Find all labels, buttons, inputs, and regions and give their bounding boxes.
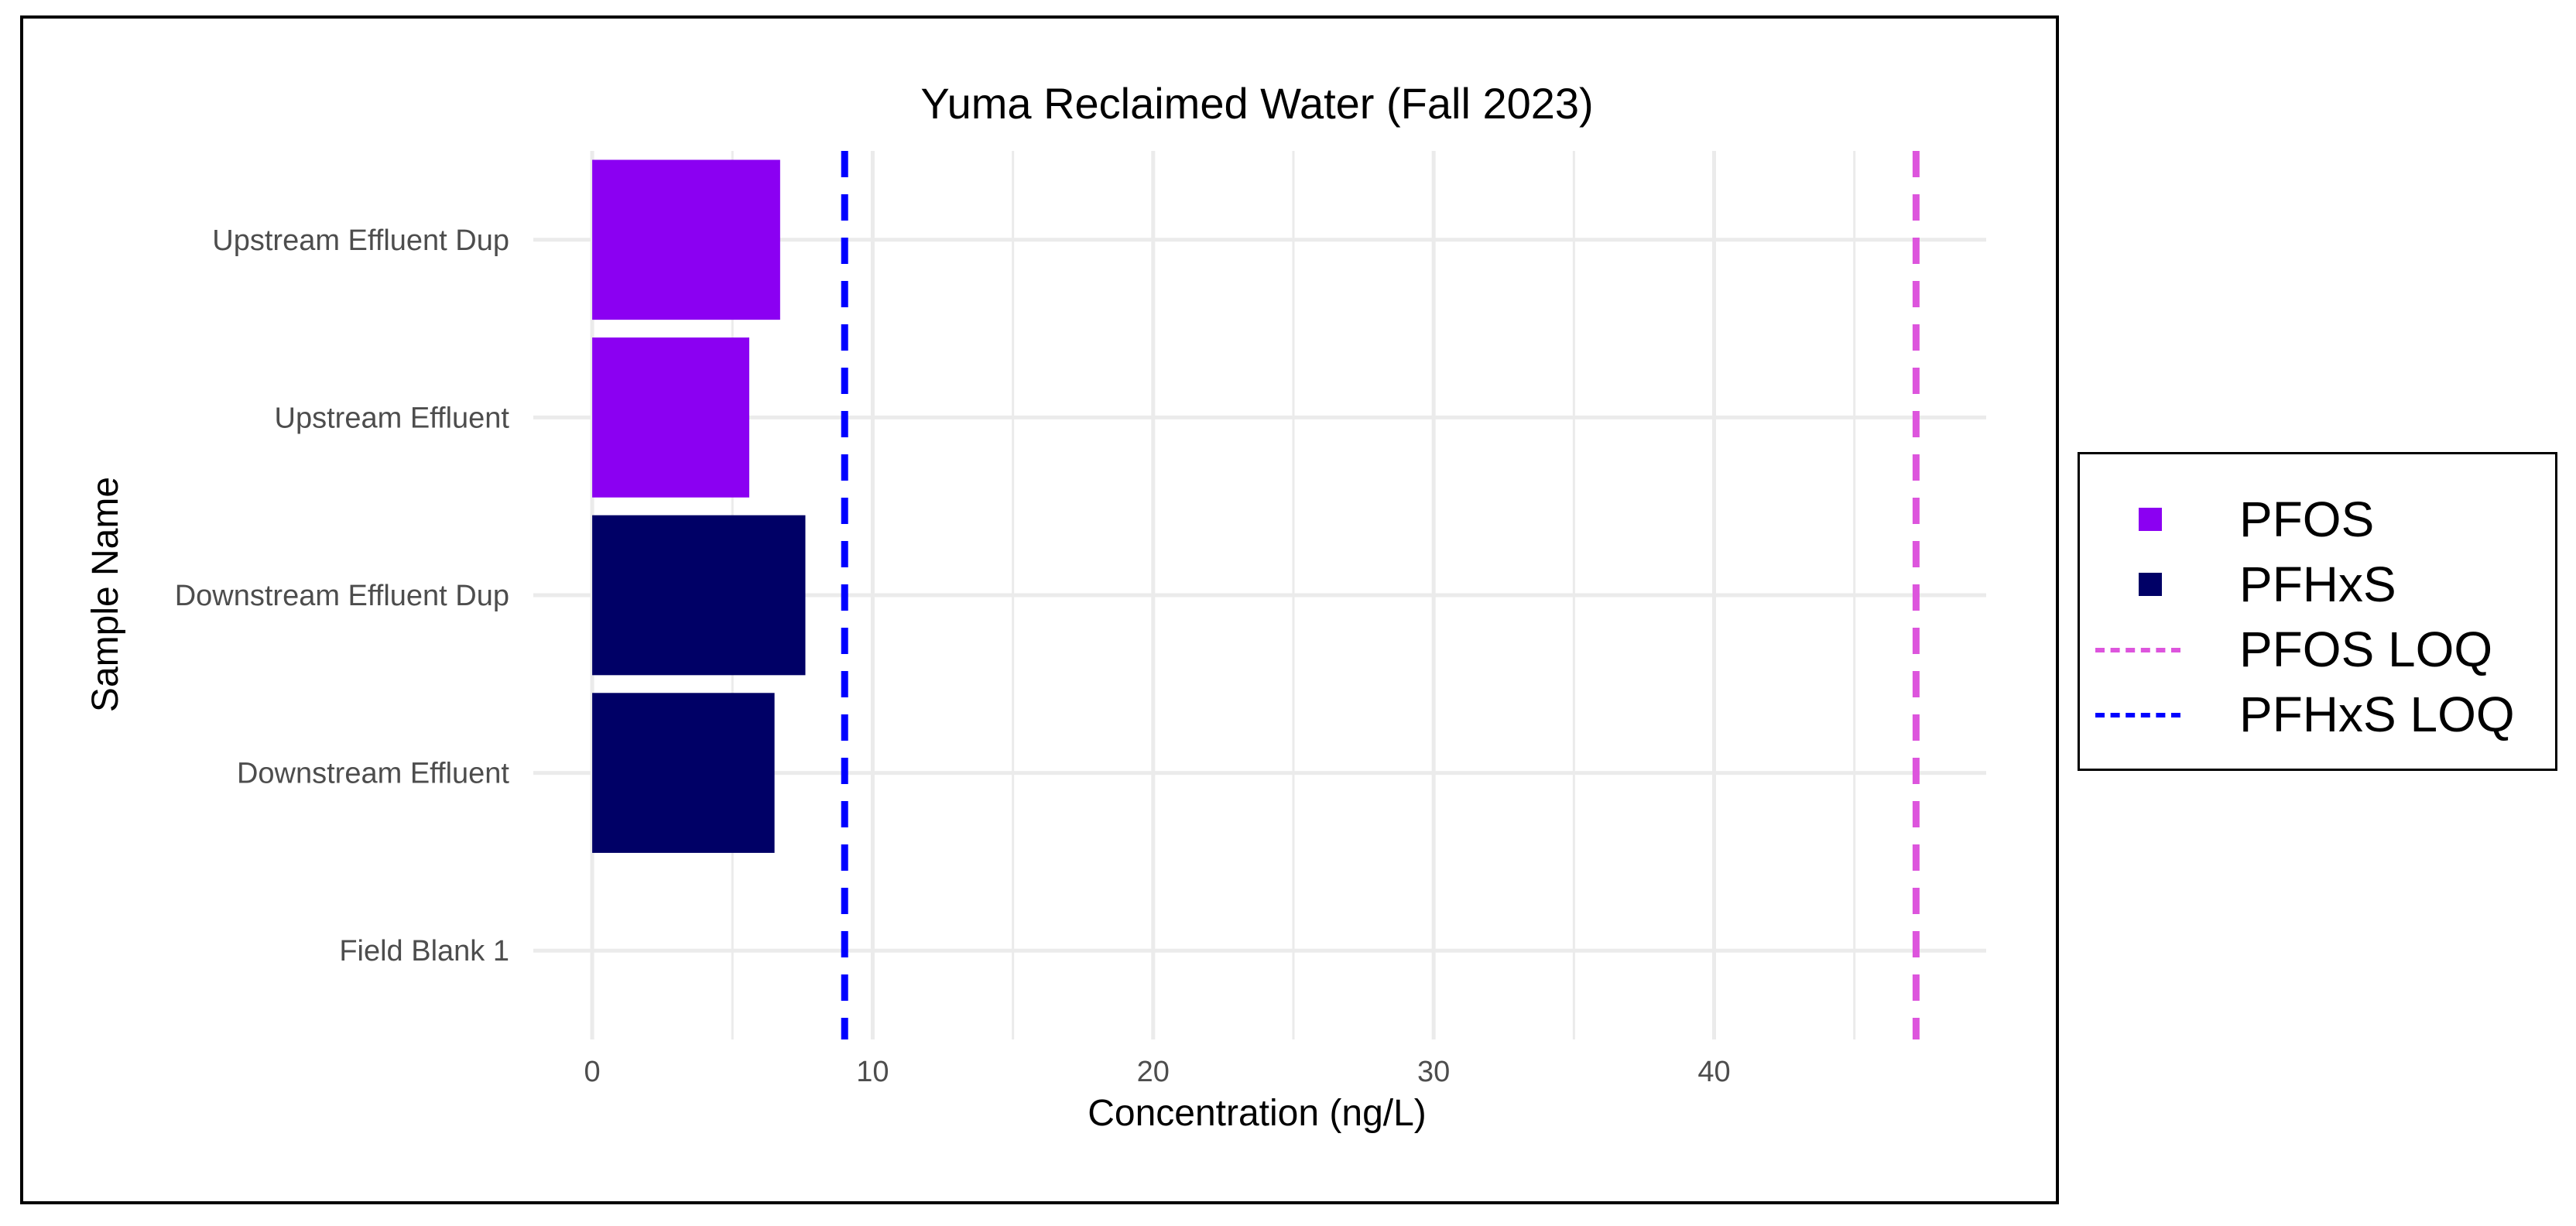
legend-label: PFHxS LOQ bbox=[2239, 687, 2515, 742]
legend-swatch bbox=[2095, 488, 2173, 550]
y-tick-label: Downstream Effluent Dup bbox=[175, 580, 509, 612]
x-axis-title: Concentration (ng/L) bbox=[1088, 1093, 1427, 1134]
legend-label: PFOS bbox=[2239, 491, 2375, 547]
y-tick-label: Field Blank 1 bbox=[339, 935, 509, 967]
y-tick-label: Upstream Effluent Dup bbox=[212, 224, 509, 257]
x-tick-label: 0 bbox=[584, 1056, 601, 1088]
bar-pfhxs bbox=[592, 515, 806, 676]
legend-item: PFHxS bbox=[2080, 553, 2555, 615]
legend-item: PFHxS LOQ bbox=[2080, 683, 2555, 745]
y-axis-title: Sample Name bbox=[85, 477, 126, 712]
legend: PFOS PFHxS PFOS LOQ PFHxS LOQ bbox=[2078, 452, 2557, 771]
bars bbox=[592, 159, 806, 853]
legend-label: PFOS LOQ bbox=[2239, 622, 2493, 677]
x-tick-label: 30 bbox=[1417, 1056, 1450, 1088]
x-tick-label: 10 bbox=[856, 1056, 889, 1088]
legend-item: PFOS bbox=[2080, 488, 2555, 550]
y-tick-label: Upstream Effluent bbox=[275, 402, 510, 434]
legend-swatch bbox=[2095, 553, 2173, 615]
axes: 0 10 20 30 40 Field Blank 1 Downstream Effluen… bbox=[175, 224, 1731, 1088]
loq-lines bbox=[841, 151, 1920, 1039]
y-tick-label: Downstream Effluent bbox=[237, 758, 509, 790]
x-tick-label: 20 bbox=[1137, 1056, 1170, 1088]
legend-dash-swatch bbox=[2095, 618, 2180, 680]
bar-pfos bbox=[592, 337, 750, 498]
plot-frame bbox=[20, 15, 2059, 1204]
bar-pfos bbox=[592, 159, 780, 320]
legend-label: PFHxS bbox=[2239, 556, 2396, 612]
bar-pfhxs bbox=[592, 693, 775, 853]
legend-item: PFOS LOQ bbox=[2080, 618, 2555, 680]
legend-dash-swatch bbox=[2095, 683, 2180, 745]
chart-title: Yuma Reclaimed Water (Fall 2023) bbox=[920, 79, 1593, 128]
x-tick-label: 40 bbox=[1697, 1056, 1730, 1088]
